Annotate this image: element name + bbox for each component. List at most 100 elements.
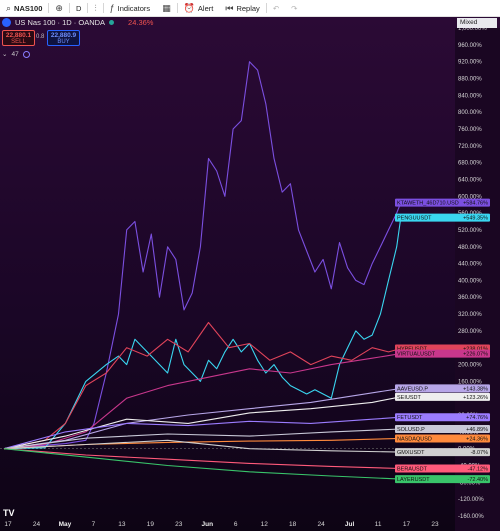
series-line [3,353,401,450]
series-line [3,217,402,450]
series-price-label: PENGUUSDT +549.35% [395,213,490,222]
eye-icon [22,50,30,58]
divider [176,3,178,13]
buy-price: 22,880.9 [50,32,77,39]
series-price-label: SOLUSD.P +46.89% [395,424,490,433]
series-label-name: SOLUSD.P [397,427,425,433]
price-axis-panel [455,28,500,531]
templates-button[interactable]: ▦ [156,0,177,16]
x-tick-label: 24 [318,521,326,528]
series-label-bg [395,392,490,401]
series-label-value: +238.01% [463,347,488,353]
y-tick-label: 480.00% [458,245,482,251]
buy-button[interactable]: 22,880.9 BUY [47,30,80,46]
series-price-label: NASDAQUSD +24.36% [395,434,490,443]
series-label-name: GMXUSDT [397,450,425,456]
y-tick-label: -160.00% [458,514,484,520]
function-icon: ƒ [109,3,115,13]
series-label-name: NASDAQUSD [397,436,432,442]
replay-button[interactable]: ⏮ Replay [219,0,265,16]
compare-button[interactable]: ⊕ [49,0,69,16]
alert-button[interactable]: ⏰ Alert [178,0,220,16]
series-line [3,439,401,453]
interval-label: D [75,3,82,13]
x-tick-label: 19 [147,521,155,528]
candles-icon: ⫶ [94,2,97,13]
indicators-label: Indicators [117,3,151,13]
y-tick-label: 880.00% [458,76,482,82]
y-tick-label: 680.00% [458,161,482,167]
series-line [3,448,401,470]
tradingview-logo-icon: TV [3,508,15,518]
replay-label: Replay [236,3,260,13]
series-label-value: -47.12% [468,467,489,473]
chevron-down-icon: ⌄ [2,51,8,58]
symbol-search[interactable]: ⌕ NAS100 [0,0,48,16]
rewind-icon: ⏮ [225,2,234,13]
y-tick-label: 440.00% [458,262,482,268]
x-tick-label: 13 [118,521,126,528]
series-label-value: +226.07% [463,352,488,358]
series-line [3,416,401,450]
redo-button[interactable]: ↷ [285,0,303,16]
y-tick-label: 640.00% [458,177,482,183]
x-tick-label: 23 [175,521,183,528]
indicators-toggle[interactable]: ⌄ 47 [2,50,30,58]
legend-title[interactable]: US Nas 100 · 1D · OANDA [15,18,106,27]
series-label-bg [395,198,490,207]
series-label-name: SEIUSDT [397,395,421,401]
series-label-name: LAYERUSDT [397,477,430,483]
series-line [3,448,401,480]
series-label-name: FETUSDT [397,415,423,421]
x-tick-label: 17 [4,521,12,528]
divider [87,3,89,13]
sell-button[interactable]: 22,880.1 SELL [2,30,35,46]
y-tick-label: 920.00% [458,60,482,66]
series-label-value: +46.89% [466,427,488,433]
undo-icon: ↶ [272,3,280,13]
series-label-bg [395,448,490,457]
scale-mode-badge[interactable]: Mixed [457,18,497,28]
series-label-name: KTAWETH_46D710.USD [397,201,459,207]
series-label-bg [395,475,490,484]
series-label-value: +74.76% [466,415,488,421]
y-tick-label: -80.00% [458,480,481,486]
series-price-label: VIRTUALUSDT +226.07% [395,349,490,358]
series-line [3,428,401,450]
alarm-clock-icon: ⏰ [183,2,195,13]
series-price-label: FETUSDT +74.76% [395,413,490,422]
y-tick-label: 760.00% [458,127,482,133]
market-status-icon [109,20,115,25]
y-tick-label: 960.00% [458,43,482,49]
indicator-count: 47 [11,50,19,58]
series-price-label: KTAWETH_46D710.USD +584.76% [395,198,490,207]
series-label-bg [395,213,490,222]
series-label-value: -8.07% [471,450,489,456]
exchange-logo-icon [2,18,11,27]
y-tick-label: 320.00% [458,312,482,318]
series-price-label: BERAUSDT -47.12% [395,464,490,473]
x-tick-label: 7 [92,521,96,528]
symbol-label: NAS100 [14,3,43,13]
series-label-bg [395,464,490,473]
sell-price: 22,880.1 [5,32,32,39]
grid-icon: ▦ [162,2,171,13]
series-label-value: +584.76% [463,201,488,207]
series-line [3,321,401,450]
undo-button[interactable]: ↶ [267,0,285,16]
divider [68,3,70,13]
chart-type-button[interactable]: ⫶ [88,0,102,16]
series-label-bg [395,384,490,393]
y-tick-label: 1,000.00% [458,26,487,32]
sell-label: SELL [11,39,26,45]
divider [102,3,104,13]
y-tick-label: 600.00% [458,194,482,200]
search-icon: ⌕ [6,2,12,13]
interval-button[interactable]: D [70,0,87,16]
series-line [3,61,402,450]
x-tick-label: Jun [201,521,213,528]
indicators-button[interactable]: ƒ Indicators [104,0,157,16]
series-label-value: +24.36% [466,436,488,442]
series-legend: US Nas 100 · 1D · OANDA 24.36% [2,18,153,27]
